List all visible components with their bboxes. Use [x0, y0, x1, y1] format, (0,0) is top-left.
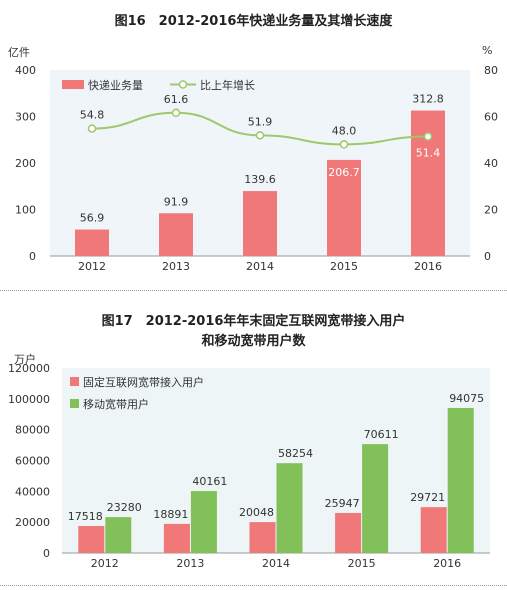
y-tick-label: 200	[15, 157, 36, 170]
bar-data-label: 312.8	[412, 93, 444, 106]
bar	[105, 517, 132, 553]
bar-data-label: 56.9	[80, 212, 105, 225]
x-tick-label: 2016	[414, 260, 442, 273]
bar-data-label: 17518	[68, 510, 103, 523]
bar-data-label: 206.7	[328, 166, 360, 179]
x-tick-label: 2014	[262, 557, 290, 570]
legend-label: 固定互联网宽带接入用户	[83, 375, 204, 389]
divider	[0, 585, 507, 586]
line-point	[87, 124, 97, 133]
line-data-label: 54.8	[80, 109, 105, 122]
bar-data-label: 139.6	[244, 173, 276, 186]
bar-data-label: 29721	[410, 491, 445, 504]
divider	[0, 290, 507, 291]
line-data-label: 51.4	[416, 146, 441, 159]
bar-data-label: 23280	[107, 501, 142, 514]
y-tick-label: 100	[15, 204, 36, 217]
bar	[75, 229, 109, 256]
line-point	[423, 132, 433, 141]
bar	[276, 463, 303, 553]
bar	[362, 444, 389, 553]
bar	[420, 507, 447, 553]
bar	[249, 522, 276, 553]
y-tick-label: 0	[43, 547, 50, 560]
bar	[327, 159, 361, 256]
legend-swatch-marker	[178, 80, 188, 89]
y2-tick-label: 40	[484, 157, 498, 170]
bar-data-label: 94075	[449, 392, 484, 405]
bar-data-label: 25947	[325, 497, 360, 510]
bar	[447, 407, 474, 553]
legend-label: 快递业务量	[88, 78, 143, 92]
chart-plot: 0 20000 40000 60000 80000 100000 120000 17518 23…	[8, 362, 490, 570]
bar-data-label: 70611	[364, 428, 399, 441]
bar	[78, 525, 105, 553]
line-data-label: 51.9	[248, 115, 273, 128]
legend-label: 比上年增长	[200, 78, 255, 92]
chart-broadband-users: 图17 2012-2016年年末固定互联网宽带接入用户 和移动宽带用户数 万户 …	[0, 296, 507, 590]
bar-data-label: 91.9	[164, 195, 189, 208]
x-tick-label: 2012	[78, 260, 106, 273]
chart-title: 图16 2012-2016年快递业务量及其增长速度	[114, 14, 393, 29]
line-point	[171, 108, 181, 118]
bar	[159, 213, 193, 256]
y-tick-label: 60000	[15, 455, 50, 468]
x-tick-label: 2013	[162, 260, 190, 273]
bar-data-label: 40161	[192, 475, 227, 488]
y2-tick-label: 60	[484, 111, 498, 124]
x-tick-label: 2016	[433, 557, 461, 570]
bar	[163, 523, 190, 553]
legend-swatch	[70, 377, 79, 386]
x-tick-label: 2013	[176, 557, 204, 570]
y-tick-label: 120000	[8, 362, 50, 375]
chart-express-delivery: 图16 2012-2016年快递业务量及其增长速度 亿件 % 0 100 200 30…	[0, 0, 507, 290]
line-data-label: 61.6	[164, 93, 189, 106]
y2-tick-label: 20	[484, 204, 498, 217]
line-data-label: 48.0	[332, 124, 357, 137]
chart-subtitle: 和移动宽带用户数	[201, 334, 306, 349]
bar-data-label: 18891	[153, 508, 188, 521]
y2-tick-label: 80	[484, 64, 498, 77]
bar	[190, 491, 217, 553]
line-point	[339, 140, 349, 149]
bar	[335, 512, 362, 553]
chart-plot: 0 100 200 300 400 0 20 40 60 80 56.9 91.9 139.6 206.7…	[15, 64, 498, 273]
y-tick-label: 0	[29, 250, 36, 263]
bar	[243, 191, 277, 256]
y-tick-label: 40000	[15, 485, 50, 498]
y-tick-label: 20000	[15, 516, 50, 529]
y2-tick-label: 0	[484, 250, 491, 263]
y-axis-right-unit: %	[482, 44, 493, 57]
y-tick-label: 100000	[8, 393, 50, 406]
x-tick-label: 2015	[348, 557, 376, 570]
legend-swatch	[70, 399, 79, 408]
legend-label: 移动宽带用户	[83, 397, 149, 411]
x-tick-label: 2015	[330, 260, 358, 273]
chart-title: 图17 2012-2016年年末固定互联网宽带接入用户	[101, 314, 406, 329]
line-point	[255, 131, 265, 140]
y-tick-label: 80000	[15, 424, 50, 437]
bar-data-label: 20048	[239, 506, 274, 519]
y-tick-label: 400	[15, 64, 36, 77]
legend-swatch-bars	[62, 80, 84, 89]
y-axis-left-unit: 亿件	[8, 46, 30, 59]
bar-data-label: 58254	[278, 447, 313, 460]
y-tick-label: 300	[15, 111, 36, 124]
plot-background	[62, 368, 490, 553]
x-tick-label: 2012	[91, 557, 119, 570]
y-axis-unit: 万户	[14, 353, 36, 366]
x-tick-label: 2014	[246, 260, 274, 273]
